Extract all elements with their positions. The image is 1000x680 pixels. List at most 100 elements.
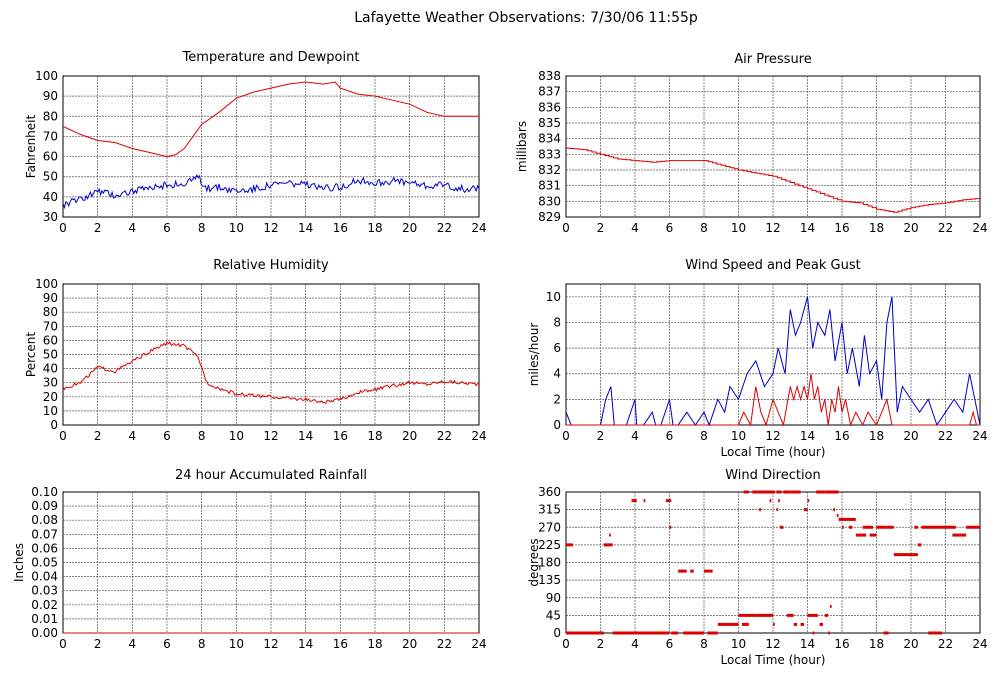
x-tick-label: 20: [903, 429, 918, 443]
x-tick-label: 16: [333, 221, 348, 235]
y-tick-label: 0: [553, 626, 561, 640]
x-tick-label: 20: [402, 221, 417, 235]
x-tick-label: 4: [129, 429, 137, 443]
x-tick-label: 14: [800, 429, 815, 443]
y-tick-label: 50: [43, 170, 58, 184]
y-tick-label: 838: [538, 69, 561, 83]
x-tick-label: 0: [562, 637, 570, 651]
x-tick-label: 8: [198, 429, 206, 443]
x-tick-label: 14: [298, 637, 313, 651]
x-tick-label: 20: [402, 429, 417, 443]
x-tick-label: 24: [471, 429, 486, 443]
y-tick-label: 0.04: [31, 570, 58, 584]
x-tick-label: 10: [731, 429, 746, 443]
x-tick-label: 0: [562, 429, 570, 443]
x-tick-label: 14: [298, 221, 313, 235]
x-tick-label: 18: [367, 429, 382, 443]
x-tick-label: 24: [471, 637, 486, 651]
x-tick-label: 8: [700, 429, 708, 443]
y-tick-label: 360: [538, 485, 561, 499]
y-tick-label: 0.00: [31, 626, 58, 640]
y-tick-label: 100: [35, 69, 58, 83]
y-tick-label: 40: [43, 190, 58, 204]
y-tick-label: 0: [50, 418, 58, 432]
y-tick-label: 0.10: [31, 485, 58, 499]
x-tick-label: 10: [229, 221, 244, 235]
x-tick-label: 4: [631, 429, 639, 443]
y-tick-label: 315: [538, 503, 561, 517]
y-tick-label: 10: [43, 404, 58, 418]
x-tick-label: 24: [471, 221, 486, 235]
y-tick-label: 80: [43, 109, 58, 123]
x-tick-label: 24: [972, 429, 987, 443]
x-tick-label: 0: [59, 221, 67, 235]
x-tick-label: 22: [437, 429, 452, 443]
x-tick-label: 6: [163, 221, 171, 235]
y-tick-label: 80: [43, 305, 58, 319]
y-tick-label: 90: [546, 591, 561, 605]
x-tick-label: 22: [437, 637, 452, 651]
x-tick-label: 4: [631, 637, 639, 651]
x-tick-label: 12: [263, 637, 278, 651]
y-tick-label: 831: [538, 179, 561, 193]
panel-title: Wind Direction: [725, 468, 821, 483]
x-tick-label: 2: [597, 429, 605, 443]
y-tick-label: 50: [43, 348, 58, 362]
y-tick-label: 60: [43, 150, 58, 164]
y-axis-label: Percent: [24, 332, 38, 377]
x-tick-label: 10: [731, 221, 746, 235]
x-tick-label: 20: [903, 221, 918, 235]
x-tick-label: 2: [597, 221, 605, 235]
x-tick-label: 12: [765, 429, 780, 443]
y-axis-label: Fahrenheit: [24, 114, 38, 178]
y-tick-label: 0.06: [31, 541, 58, 555]
x-tick-label: 16: [834, 637, 849, 651]
x-tick-label: 4: [129, 221, 137, 235]
y-tick-label: 90: [43, 89, 58, 103]
y-tick-label: 830: [538, 194, 561, 208]
x-tick-label: 14: [800, 637, 815, 651]
x-tick-label: 14: [800, 221, 815, 235]
x-tick-label: 14: [298, 429, 313, 443]
y-axis-label: miles/hour: [527, 323, 541, 387]
y-tick-label: 8: [553, 315, 561, 329]
y-tick-label: 100: [35, 277, 58, 291]
series-line: [565, 296, 981, 427]
x-tick-label: 22: [938, 637, 953, 651]
y-tick-label: 30: [43, 376, 58, 390]
x-tick-label: 8: [198, 637, 206, 651]
x-tick-label: 16: [333, 637, 348, 651]
y-tick-label: 2: [553, 392, 561, 406]
series-line: [62, 340, 480, 404]
x-tick-label: 6: [666, 637, 674, 651]
y-tick-label: 0.07: [31, 527, 58, 541]
y-tick-label: 0.09: [31, 499, 58, 513]
x-tick-label: 2: [94, 637, 102, 651]
y-tick-label: 835: [538, 116, 561, 130]
x-tick-label: 4: [129, 637, 137, 651]
y-tick-label: 0.02: [31, 598, 58, 612]
y-tick-label: 0.08: [31, 513, 58, 527]
y-tick-label: 70: [43, 319, 58, 333]
y-tick-label: 60: [43, 333, 58, 347]
series-line: [62, 173, 480, 210]
x-tick-label: 0: [562, 221, 570, 235]
x-tick-label: 8: [198, 221, 206, 235]
y-tick-label: 45: [546, 608, 561, 622]
series-line: [62, 81, 479, 158]
y-tick-label: 6: [553, 341, 561, 355]
x-axis-label: Local Time (hour): [721, 653, 826, 667]
series-line: [566, 147, 980, 213]
x-axis-label: Local Time (hour): [721, 445, 826, 459]
y-tick-label: 0: [553, 418, 561, 432]
y-tick-label: 20: [43, 390, 58, 404]
x-tick-label: 18: [367, 637, 382, 651]
x-tick-label: 6: [666, 429, 674, 443]
x-tick-label: 8: [700, 637, 708, 651]
x-tick-label: 18: [869, 429, 884, 443]
y-tick-label: 4: [553, 367, 561, 381]
